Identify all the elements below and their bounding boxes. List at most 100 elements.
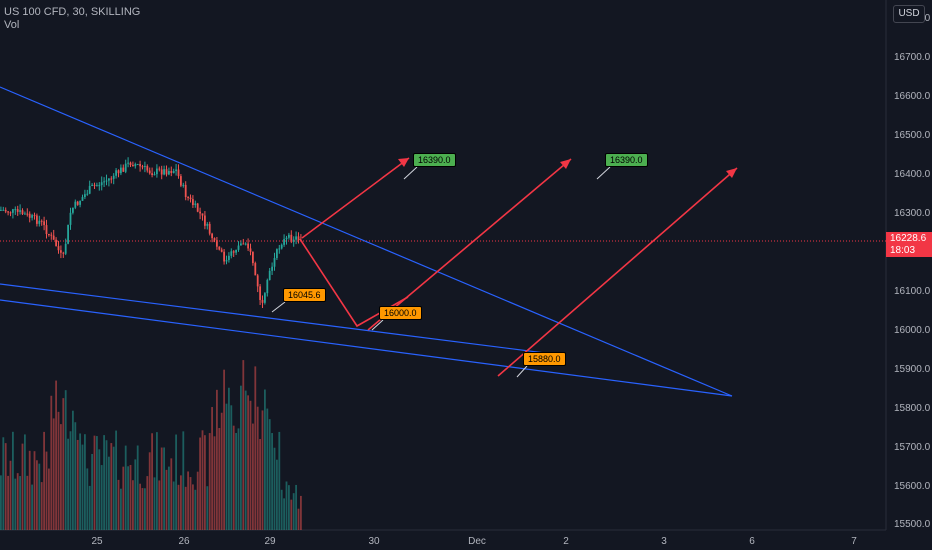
volume-bar <box>223 369 225 530</box>
candle-body <box>55 239 57 247</box>
volume-bar <box>225 403 228 530</box>
candle-body <box>115 170 117 176</box>
pivot-label-2[interactable]: 15880.0 <box>523 352 566 366</box>
target-label-1[interactable]: 16390.0 <box>413 153 456 167</box>
candle-body <box>170 171 173 173</box>
candle-body <box>98 185 101 187</box>
volume-bar <box>290 499 293 530</box>
volume-bar <box>148 452 151 530</box>
time-tick-label: 25 <box>91 536 103 547</box>
candle-body <box>216 240 218 247</box>
volume-bar <box>240 385 242 530</box>
volume-bar <box>108 456 110 530</box>
candle-body <box>288 234 290 238</box>
volume-bar <box>213 436 216 530</box>
volume-bar <box>62 398 65 530</box>
volume-bar <box>295 484 297 530</box>
candle-body <box>21 210 24 215</box>
candle-body <box>180 176 182 186</box>
symbol-title[interactable]: US 100 CFD, 30, SKILLING <box>4 6 141 18</box>
volume-bar <box>216 389 218 530</box>
volume-bar <box>124 445 127 530</box>
candle-body <box>26 213 29 215</box>
volume-bar <box>211 407 213 530</box>
currency-button[interactable]: USD <box>893 5 925 23</box>
volume-bar <box>228 387 230 530</box>
candle-body <box>57 246 60 251</box>
volume-bar <box>297 508 300 530</box>
volume-bar <box>180 475 182 530</box>
volume-bar <box>271 433 273 530</box>
volume-bar <box>158 480 161 530</box>
projection-arrow-1[interactable] <box>301 157 410 239</box>
volume-bar <box>288 485 290 530</box>
candle-body <box>129 162 132 165</box>
current-price-value: 16228.6 <box>890 233 927 244</box>
volume-bar <box>300 495 302 530</box>
volume-bar <box>0 475 2 530</box>
volume-bar <box>38 463 41 530</box>
time-axis-ticks: 25 26 29 30 Dec 2 3 6 7 <box>91 536 857 547</box>
time-tick-label: 3 <box>661 536 667 547</box>
pivot-label-1[interactable]: 16000.0 <box>379 306 422 320</box>
candle-body <box>261 299 264 303</box>
candle-body <box>254 263 257 276</box>
candle-body <box>223 251 225 262</box>
volume-bar <box>144 488 146 530</box>
candle-body <box>141 166 144 168</box>
volume-bar <box>19 476 21 530</box>
candle-body <box>43 221 45 226</box>
candle-body <box>158 168 161 170</box>
candle-body <box>132 164 134 167</box>
candle-body <box>45 225 48 235</box>
volume-bar <box>199 437 201 530</box>
candle-body <box>268 270 271 280</box>
volume-bar <box>103 435 105 530</box>
volume-bar <box>98 449 101 530</box>
candle-body <box>201 213 204 216</box>
volume-bar <box>76 439 79 530</box>
projection-arrow-3[interactable] <box>497 167 738 377</box>
arrow-heads <box>398 158 737 178</box>
candle-body <box>211 233 213 239</box>
candle-body <box>213 238 216 241</box>
volume-bar <box>276 459 278 530</box>
volume-bar <box>160 447 163 530</box>
price-tick-label: 16500.0 <box>894 130 931 141</box>
candle-body <box>199 211 201 214</box>
price-tick-label: 16300.0 <box>894 208 931 219</box>
descending-trendline-upper[interactable] <box>0 86 733 397</box>
candle-body <box>247 243 249 249</box>
candle-body <box>64 243 67 254</box>
candle-body <box>187 197 189 199</box>
candle-body <box>60 250 62 253</box>
candle-body <box>153 174 156 176</box>
candle-body <box>160 169 163 175</box>
candle-body <box>139 164 141 167</box>
time-tick-label: 29 <box>264 536 276 547</box>
chart-header: US 100 CFD, 30, SKILLING Vol <box>4 6 140 32</box>
volume-bar <box>16 473 19 530</box>
low-label[interactable]: 16045.6 <box>283 288 326 302</box>
channel-line-lower[interactable] <box>0 299 733 397</box>
label-pointers <box>271 166 611 378</box>
candle-body <box>256 275 259 287</box>
volume-bar <box>43 431 45 530</box>
volume-bar <box>79 433 81 530</box>
projection-paths[interactable] <box>299 157 738 377</box>
candle-body <box>84 194 86 198</box>
candle-body <box>177 169 180 177</box>
volume-bar <box>261 410 264 530</box>
candle-body <box>74 201 77 208</box>
channel-line-middle[interactable] <box>0 283 546 354</box>
current-price-tag: 16228.6 18:03 <box>886 232 932 257</box>
candle-body <box>264 293 266 303</box>
candlesticks <box>0 157 302 309</box>
volume-bar <box>268 419 271 530</box>
target-label-2[interactable]: 16390.0 <box>605 153 648 167</box>
projection-arrow-2[interactable] <box>367 158 572 331</box>
volume-bar <box>93 435 96 530</box>
price-tick-label: 15800.0 <box>894 403 931 414</box>
candle-body <box>278 248 281 250</box>
